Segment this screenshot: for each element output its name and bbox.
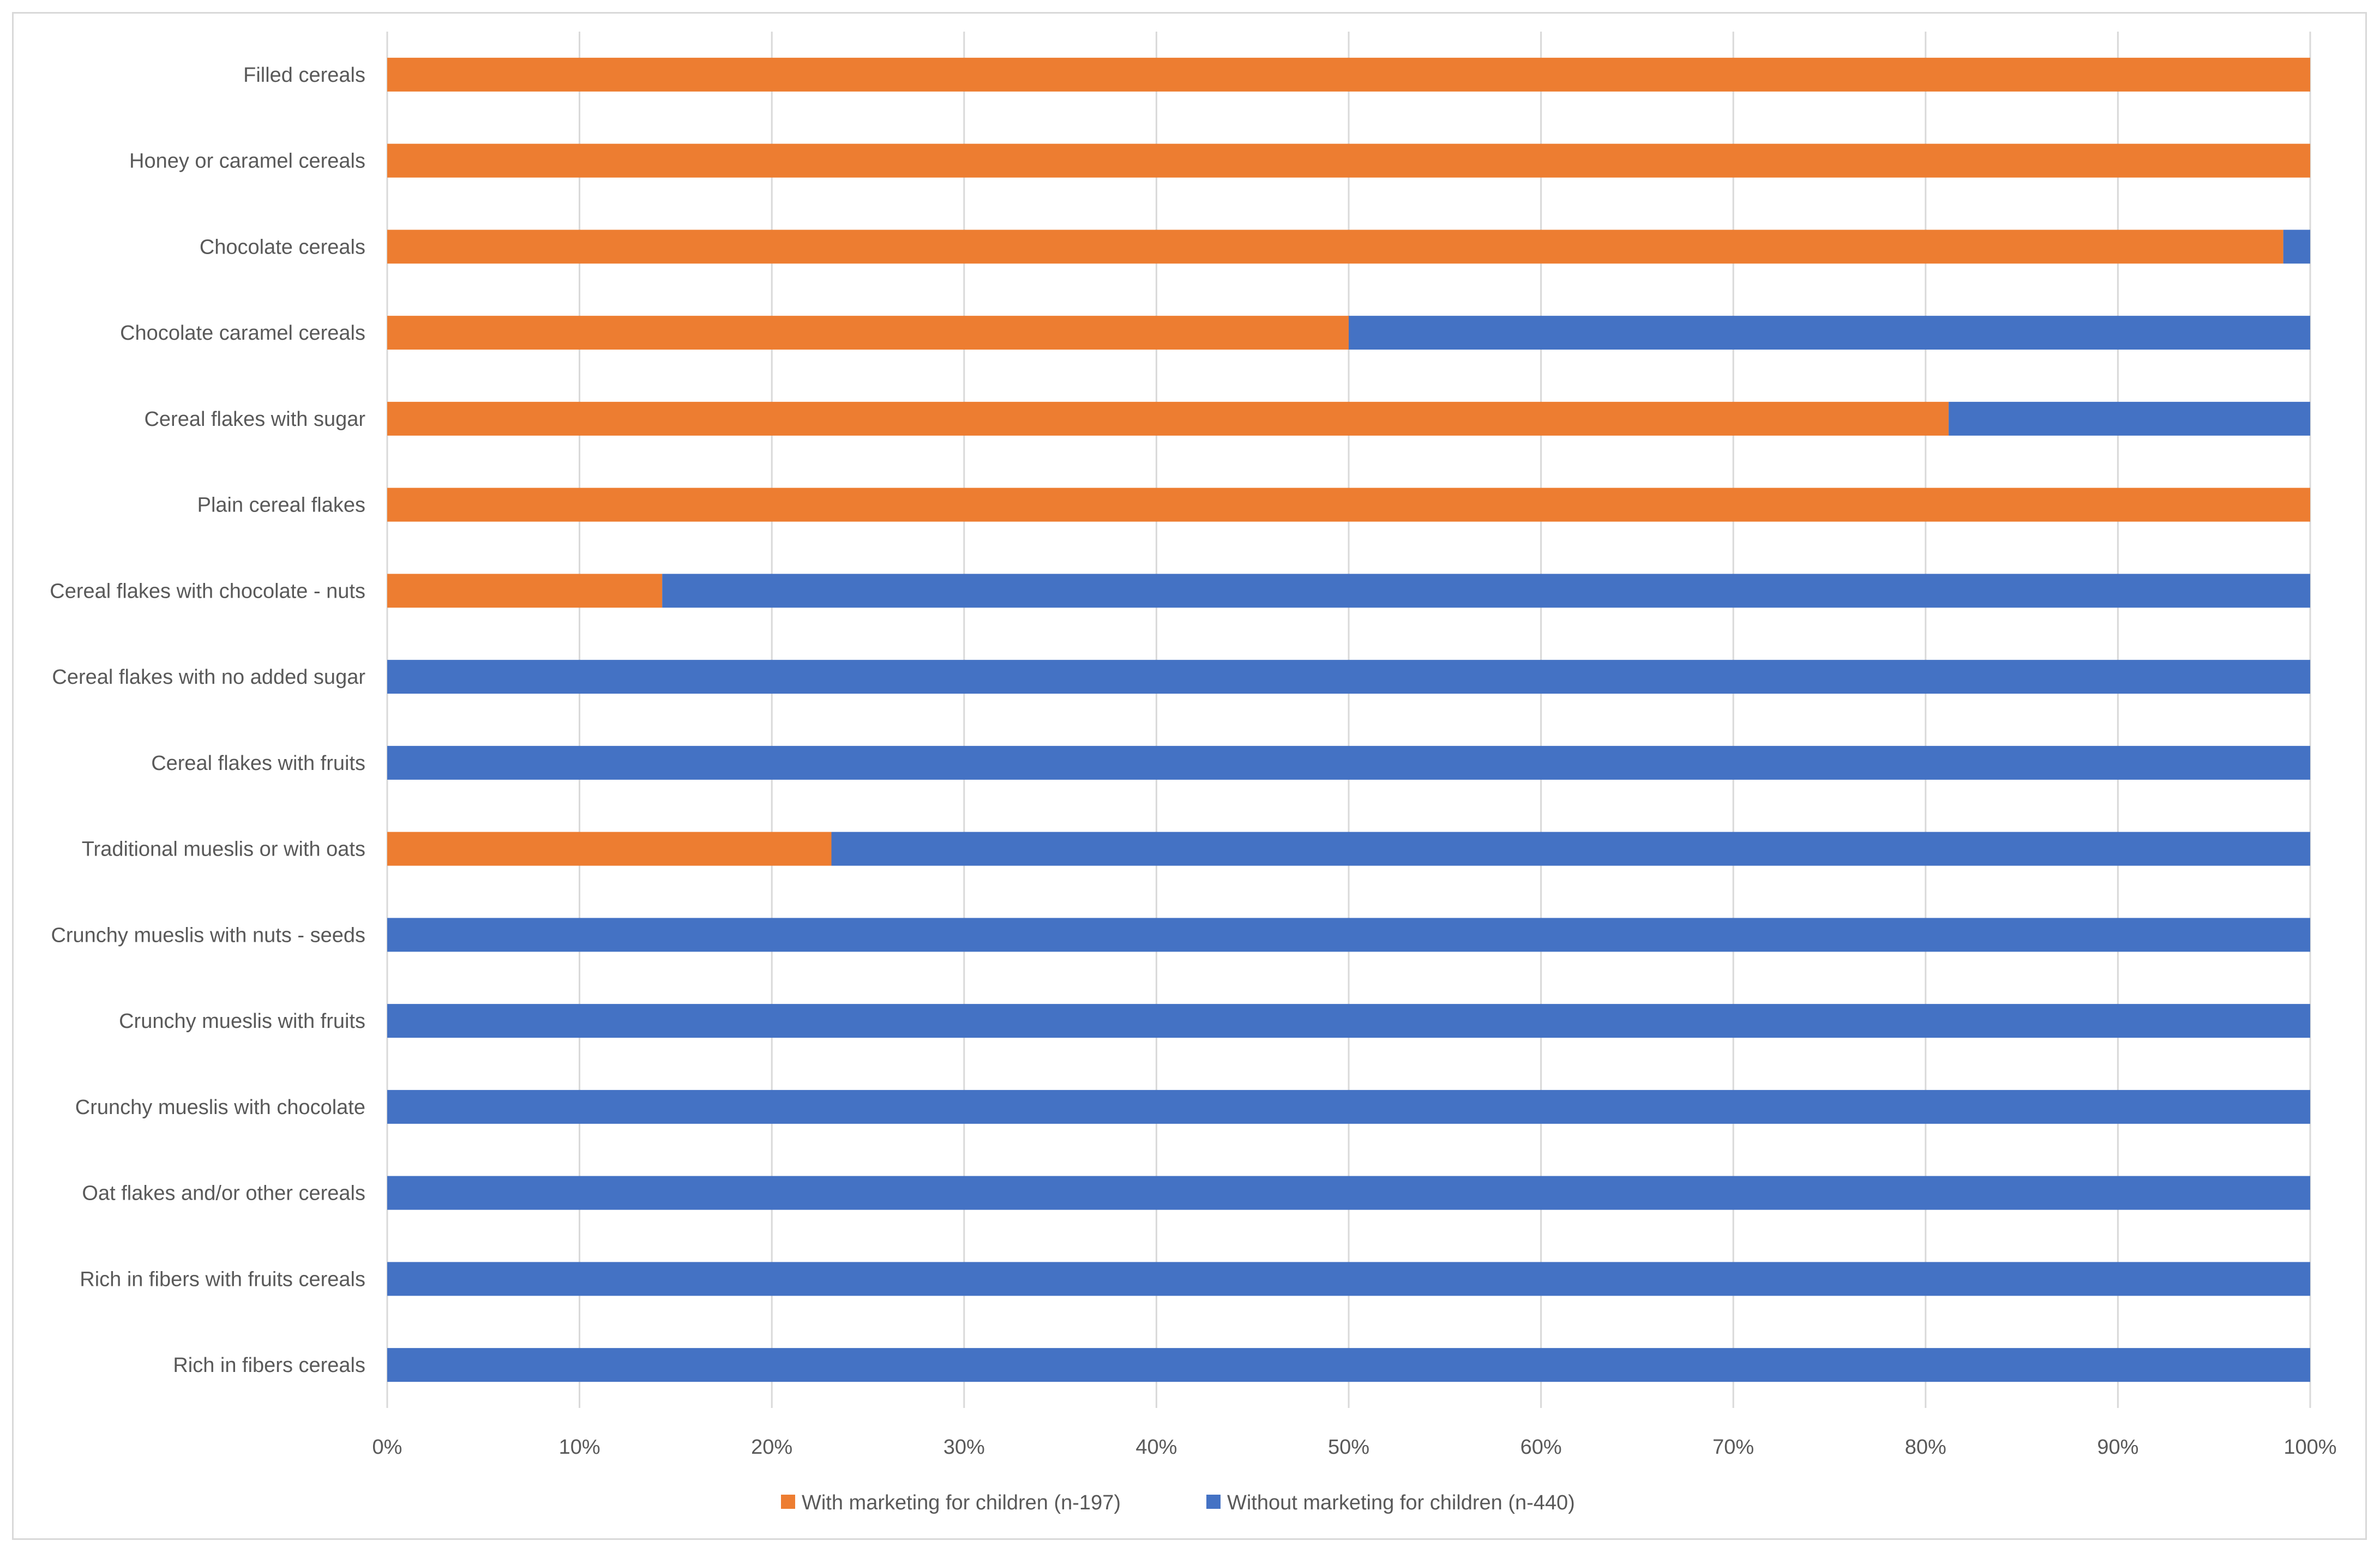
x-tick-label: 60% [1520, 1436, 1562, 1459]
legend-label: Without marketing for children (n-440) [1227, 1491, 1575, 1514]
bars [387, 57, 2311, 1382]
bar-with-marketing [387, 574, 663, 608]
legend-swatch [781, 1495, 795, 1509]
x-tick-labels: 0% 10% 20% 30% 40% 50% 60% 70% 80% 90% 100% [372, 1436, 2337, 1459]
x-tick-label: 100% [2283, 1436, 2336, 1459]
category-label: Rich in fibers cereals [173, 1354, 365, 1377]
x-tick-label: 90% [2097, 1436, 2138, 1459]
bar-without-marketing [831, 832, 2311, 866]
bar-with-marketing [387, 832, 832, 866]
bar-with-marketing [387, 230, 2283, 264]
x-tick-label: 20% [751, 1436, 792, 1459]
bar-with-marketing [387, 57, 2310, 92]
category-label: Plain cereal flakes [197, 494, 365, 517]
bar-without-marketing [1949, 401, 2310, 436]
bar-without-marketing [662, 574, 2310, 608]
category-label: Chocolate cereals [200, 236, 365, 258]
category-label: Cereal flakes with no added sugar [52, 666, 365, 689]
bar-with-marketing [387, 487, 2310, 522]
bar-without-marketing [2283, 230, 2310, 264]
bar-without-marketing [387, 745, 2310, 780]
bar-without-marketing [387, 660, 2310, 694]
category-label: Oat flakes and/or other cereals [82, 1182, 365, 1205]
bar-with-marketing [387, 316, 1349, 350]
legend-swatch [1206, 1495, 1221, 1509]
bar-without-marketing [387, 1262, 2310, 1296]
category-label: Traditional mueslis or with oats [82, 838, 365, 861]
category-label: Cereal flakes with chocolate - nuts [50, 580, 365, 603]
x-tick-label: 50% [1328, 1436, 1369, 1459]
bar-without-marketing [387, 918, 2310, 952]
category-labels: Filled cereals Honey or caramel cereals Ch… [50, 64, 365, 1377]
x-tick-label: 40% [1135, 1436, 1177, 1459]
category-label: Honey or caramel cereals [129, 150, 365, 173]
x-tick-label: 80% [1905, 1436, 1946, 1459]
bar-without-marketing [387, 1089, 2310, 1124]
category-label: Cereal flakes with fruits [151, 752, 365, 775]
legend: With marketing for children (n-197) Witho… [781, 1491, 1575, 1514]
category-label: Crunchy mueslis with fruits [119, 1010, 365, 1033]
category-label: Cereal flakes with sugar [144, 408, 365, 431]
category-label: Crunchy mueslis with chocolate [75, 1096, 365, 1119]
category-label: Rich in fibers with fruits cereals [80, 1268, 365, 1291]
bar-with-marketing [387, 401, 1949, 436]
category-label: Crunchy mueslis with nuts - seeds [51, 924, 365, 947]
category-label: Filled cereals [243, 64, 365, 87]
x-tick-label: 10% [559, 1436, 600, 1459]
bar-with-marketing [387, 143, 2310, 178]
x-tick-label: 0% [372, 1436, 402, 1459]
bar-without-marketing [387, 1348, 2310, 1382]
bar-without-marketing [387, 1004, 2310, 1038]
x-tick-label: 30% [943, 1436, 985, 1459]
bar-without-marketing [387, 1176, 2310, 1210]
x-tick-label: 70% [1712, 1436, 1754, 1459]
bar-without-marketing [1349, 316, 2310, 350]
legend-label: With marketing for children (n-197) [802, 1491, 1121, 1514]
category-label: Chocolate caramel cereals [120, 322, 365, 345]
